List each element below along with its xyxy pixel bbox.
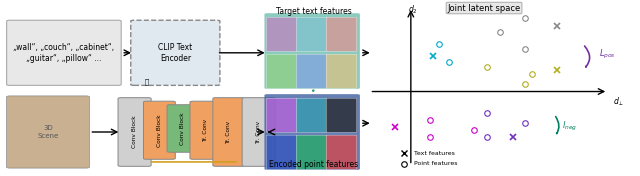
Text: Tr. Conv: Tr. Conv — [204, 119, 209, 142]
Text: Conv Block: Conv Block — [132, 116, 137, 148]
Text: $d_{\perp}$: $d_{\perp}$ — [613, 95, 625, 108]
FancyArrowPatch shape — [313, 90, 314, 91]
FancyBboxPatch shape — [264, 94, 360, 170]
FancyBboxPatch shape — [326, 98, 356, 132]
FancyBboxPatch shape — [242, 98, 275, 166]
FancyBboxPatch shape — [296, 54, 327, 88]
Text: $d_{2}$: $d_{2}$ — [408, 4, 418, 16]
Text: Conv Block: Conv Block — [157, 114, 162, 147]
FancyArrowPatch shape — [556, 117, 559, 133]
Text: Joint latent space: Joint latent space — [447, 4, 521, 12]
Text: Point features: Point features — [414, 161, 458, 166]
Text: Target text features: Target text features — [276, 7, 351, 16]
Text: Tr. Conv: Tr. Conv — [227, 120, 231, 144]
FancyBboxPatch shape — [118, 98, 151, 166]
FancyBboxPatch shape — [266, 98, 297, 132]
FancyArrowPatch shape — [584, 46, 589, 67]
Text: Text features: Text features — [414, 151, 455, 156]
FancyBboxPatch shape — [190, 101, 222, 159]
Text: 3D
Scene: 3D Scene — [37, 125, 59, 139]
Text: 🔒: 🔒 — [145, 78, 148, 85]
FancyBboxPatch shape — [326, 54, 356, 88]
Text: „wall“, „couch“, „cabinet“,
„guitar“, „pillow“ ...: „wall“, „couch“, „cabinet“, „guitar“, „p… — [13, 43, 115, 62]
FancyBboxPatch shape — [296, 135, 327, 169]
Text: Encoded point features: Encoded point features — [269, 160, 358, 169]
FancyBboxPatch shape — [266, 135, 297, 169]
FancyBboxPatch shape — [143, 101, 175, 159]
Text: Tr. Conv: Tr. Conv — [256, 120, 261, 144]
FancyBboxPatch shape — [296, 98, 327, 132]
Text: CLIP Text
Encoder: CLIP Text Encoder — [158, 43, 193, 62]
FancyBboxPatch shape — [326, 17, 356, 51]
FancyBboxPatch shape — [296, 17, 327, 51]
Text: Conv Block: Conv Block — [180, 112, 186, 145]
FancyBboxPatch shape — [131, 20, 220, 85]
FancyBboxPatch shape — [6, 20, 121, 85]
FancyBboxPatch shape — [264, 13, 360, 89]
Text: $L_{pos}$: $L_{pos}$ — [598, 48, 616, 61]
FancyBboxPatch shape — [167, 105, 199, 152]
FancyBboxPatch shape — [266, 54, 297, 88]
FancyBboxPatch shape — [266, 17, 297, 51]
FancyBboxPatch shape — [213, 98, 244, 166]
FancyBboxPatch shape — [6, 96, 90, 168]
FancyBboxPatch shape — [326, 135, 356, 169]
Text: $l_{neg}$: $l_{neg}$ — [563, 120, 577, 133]
